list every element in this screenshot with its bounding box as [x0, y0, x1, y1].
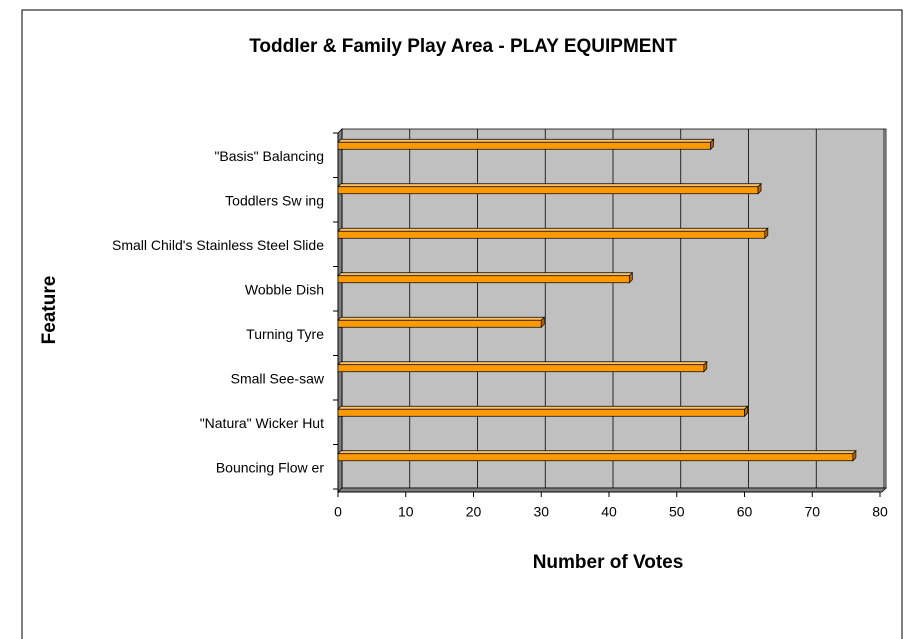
bar	[337, 141, 711, 150]
bar	[337, 275, 630, 284]
x-tick-label: 20	[466, 504, 482, 520]
bar-top	[337, 227, 769, 232]
y-tick-label: "Natura" Wicker Hut	[200, 415, 324, 431]
bar	[337, 319, 542, 328]
y-axis-title: Feature	[39, 276, 60, 345]
y-tick-label: Small Child's Stainless Steel Slide	[112, 237, 324, 253]
x-tick-label: 80	[872, 504, 888, 520]
y-tick-label: Small See-saw	[231, 370, 325, 386]
x-axis-title: Number of Votes	[533, 552, 684, 573]
bar	[337, 453, 854, 462]
x-tick-label: 0	[334, 504, 342, 520]
bar-top	[337, 405, 749, 410]
floor	[337, 487, 887, 493]
bar-top	[337, 183, 762, 188]
bar	[337, 364, 705, 373]
x-tick-label: 60	[737, 504, 753, 520]
back-wall	[341, 128, 887, 489]
bar-top	[337, 450, 857, 455]
y-tick-label: Turning Tyre	[246, 326, 324, 342]
bar	[337, 186, 759, 195]
y-tick-label: Wobble Dish	[245, 281, 324, 297]
bar-top	[337, 272, 634, 277]
bar	[337, 230, 766, 239]
x-tick-label: 50	[669, 504, 685, 520]
x-tick-label: 30	[533, 504, 549, 520]
chart-title: Toddler & Family Play Area - PLAY EQUIPM…	[249, 36, 677, 57]
bar-top	[337, 138, 715, 143]
bar-end	[757, 182, 762, 195]
bar-top	[337, 361, 708, 366]
y-tick-label: Bouncing Flow er	[216, 459, 325, 475]
x-tick-label: 10	[398, 504, 414, 520]
bar-end	[710, 138, 714, 151]
bar	[337, 408, 745, 417]
bar-end	[540, 316, 545, 329]
bar-end	[852, 449, 857, 462]
y-tick-label: "Basis" Balancing	[214, 148, 324, 164]
y-tick-label: Toddlers Sw ing	[225, 192, 324, 208]
bar-end	[703, 360, 708, 373]
bar-end	[628, 271, 633, 284]
bar-end	[744, 405, 748, 418]
x-tick-label: 70	[804, 504, 820, 520]
bar-end	[764, 227, 769, 240]
bar-top	[337, 316, 546, 321]
x-tick-label: 40	[601, 504, 617, 520]
